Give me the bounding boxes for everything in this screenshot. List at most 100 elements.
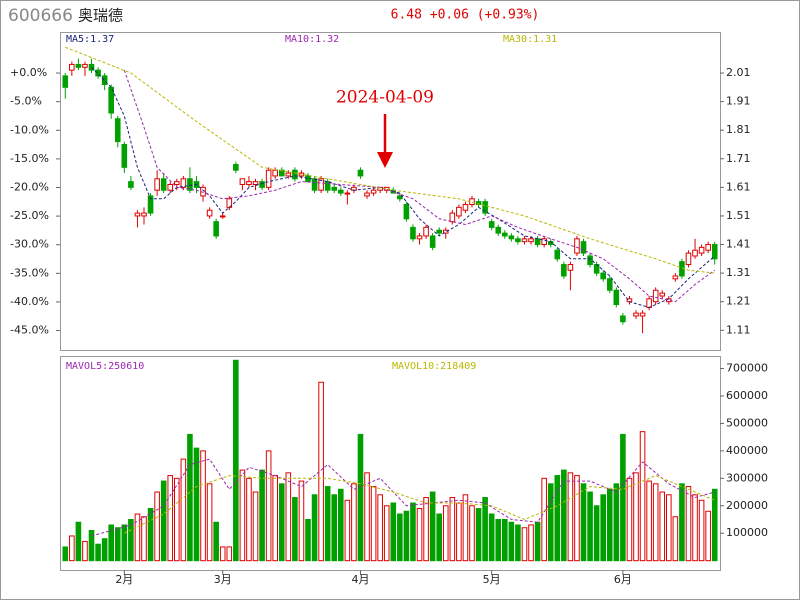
volume-bar (62, 546, 69, 562)
candle-body (213, 221, 219, 237)
volume-bar (403, 510, 410, 562)
ma-line (123, 70, 715, 303)
candle-body (167, 183, 174, 191)
volume-bar (239, 469, 246, 562)
volume-bar (370, 486, 377, 562)
volume-bar (82, 540, 88, 562)
candle-body (180, 178, 187, 188)
candle-body (423, 226, 429, 237)
candle-body (469, 198, 475, 206)
volume-bar (442, 505, 449, 562)
volume-bar (475, 508, 482, 562)
candle-body (160, 178, 167, 191)
candle-body (580, 241, 587, 254)
candle-body (659, 292, 666, 297)
volume-bar (554, 475, 561, 562)
candle-body (318, 178, 324, 191)
ma-label: MAVOL10:218409 (392, 361, 476, 372)
volume-bar (324, 486, 331, 562)
candle-body (606, 278, 613, 291)
volume-bar (200, 450, 206, 562)
volume-bar (416, 508, 423, 562)
candle-body (75, 63, 82, 68)
price-panel (60, 32, 721, 351)
volume-bar (246, 477, 252, 562)
candle-body (633, 312, 639, 317)
y-tick-label: 2.01 (726, 66, 751, 79)
x-tick-label: 4月 (351, 573, 369, 586)
volume-bar (528, 524, 534, 562)
candle-body (141, 212, 147, 217)
ma-label: MA10:1.32 (285, 34, 339, 45)
volume-bar (134, 513, 141, 562)
volume-bar (639, 431, 646, 562)
candle-body (600, 272, 606, 280)
candle-body (620, 315, 626, 323)
candle-body (187, 178, 193, 191)
y2-tick-label: -5.0% (10, 95, 42, 108)
candle-body (239, 178, 246, 185)
candle-body (574, 238, 580, 254)
candle-body (416, 235, 423, 240)
volume-bar (613, 483, 620, 562)
volume-bar (429, 491, 436, 562)
y2-tick-label: -35.0% (10, 266, 49, 279)
volume-bar (193, 447, 200, 562)
y2-tick-label: -10.0% (10, 123, 49, 136)
volume-bar (141, 516, 147, 562)
candle-body (397, 195, 403, 200)
y-tick-label: 700000 (726, 362, 768, 375)
candle-body (121, 143, 128, 168)
volume-bar (331, 494, 338, 562)
candle-body (259, 181, 265, 188)
volume-bar (285, 472, 292, 562)
candle-body (508, 235, 515, 240)
candle-body (711, 244, 718, 260)
volume-bar (75, 521, 82, 562)
volume-bar (397, 513, 403, 562)
volume-bar (679, 483, 685, 562)
x-tick-label: 5月 (483, 573, 501, 586)
volume-bar (600, 494, 606, 562)
candle-body (587, 255, 593, 266)
candle-body (436, 229, 442, 234)
volume-bar (423, 497, 429, 562)
candle-body (206, 209, 213, 217)
y-tick-label: 1.91 (726, 95, 751, 108)
candle-body (521, 238, 528, 243)
candle-body (698, 246, 705, 254)
volume-bar (357, 433, 364, 562)
volume-bar (502, 518, 508, 562)
volume-bar (633, 472, 639, 562)
candle-body (219, 215, 226, 218)
volume-bar (620, 433, 626, 562)
volume-bar (462, 494, 469, 562)
volume-bar (593, 505, 600, 562)
volume-bar (101, 538, 108, 562)
volume-bar (436, 513, 442, 562)
candle-body (278, 169, 285, 177)
candle-body (692, 249, 698, 257)
candle-body (311, 178, 318, 191)
volume-bar (580, 483, 587, 562)
candle-body (403, 204, 410, 220)
volume-bar (469, 505, 475, 562)
candle-body (456, 206, 462, 217)
candle-body (174, 181, 180, 185)
volume-bar (659, 491, 666, 562)
candle-body (147, 195, 154, 214)
candle-body (246, 181, 252, 185)
candle-body (154, 178, 160, 191)
x-tick-label: 2月 (115, 573, 133, 586)
volume-bar (121, 524, 128, 562)
stock-code: 600666 (8, 6, 73, 26)
volume-bar (711, 488, 718, 562)
volume-bar (344, 499, 351, 562)
y2-tick-label: -25.0% (10, 209, 49, 222)
volume-bar (508, 521, 515, 562)
candle-body (567, 264, 574, 271)
candle-body (410, 226, 416, 240)
volume-bar (259, 469, 265, 562)
candle-body (331, 186, 338, 191)
